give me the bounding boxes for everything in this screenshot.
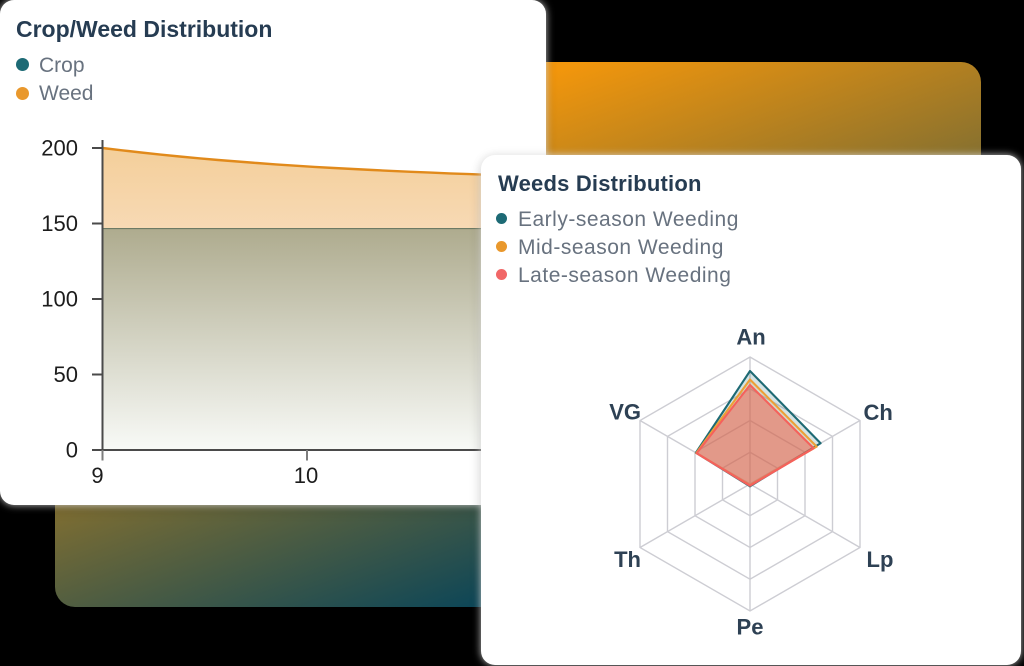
svg-text:100: 100: [41, 287, 78, 312]
svg-text:10: 10: [294, 463, 318, 488]
svg-text:9: 9: [91, 463, 103, 488]
svg-text:150: 150: [41, 211, 78, 236]
svg-text:0: 0: [66, 438, 78, 463]
svg-text:50: 50: [54, 362, 78, 387]
svg-text:Pe: Pe: [737, 615, 764, 640]
svg-text:Th: Th: [614, 547, 641, 572]
svg-text:Ch: Ch: [864, 400, 893, 425]
svg-text:VG: VG: [609, 400, 641, 425]
svg-text:An: An: [736, 325, 765, 350]
svg-text:200: 200: [41, 136, 78, 161]
svg-text:Lp: Lp: [867, 547, 894, 572]
